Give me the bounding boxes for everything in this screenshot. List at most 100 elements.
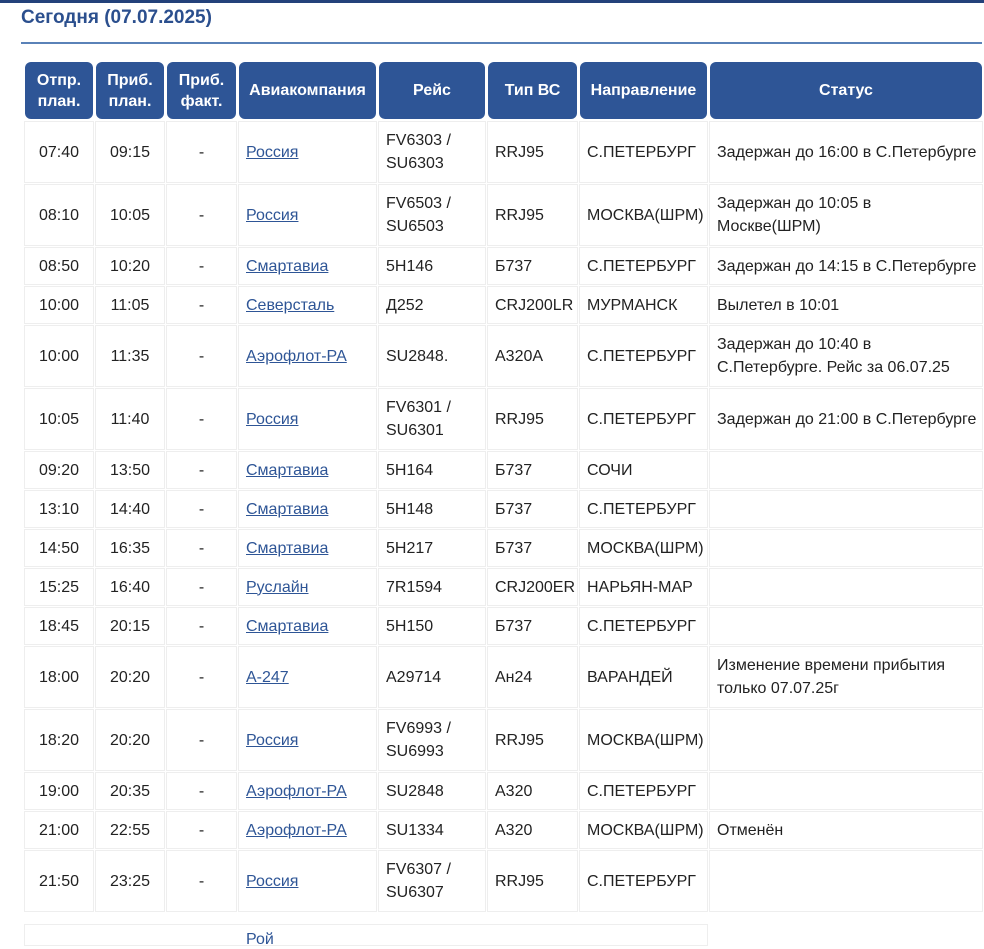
arrivals-table: Отпр. план. Приб. план. Приб. факт. Авиа… [22, 59, 984, 914]
cell-destination: С.ПЕТЕРБУРГ [580, 773, 707, 809]
cell-arr-planned: 10:20 [96, 248, 164, 284]
cell-aircraft-type: Ан24 [488, 647, 577, 707]
airline-link[interactable]: Россия [246, 872, 299, 890]
cell-arr-actual: - [167, 389, 236, 449]
table-row: 08:50 10:20- Смартавиа 5Н146 Б737 С.ПЕТЕРБУРГ… [25, 248, 982, 284]
cell-status [710, 608, 982, 644]
cell-aircraft-type: А320 [488, 773, 577, 809]
cell-arr-planned: 20:15 [96, 608, 164, 644]
cell-dep-planned: 08:50 [25, 248, 93, 284]
cell-destination: МОСКВА(ШРМ) [580, 812, 707, 848]
cell-arr-actual: - [167, 608, 236, 644]
cell-arr-planned: 11:05 [96, 287, 164, 323]
table-row: 10:00 11:35- Аэрофлот-РА SU2848. А320А С.ПЕТЕ… [25, 326, 982, 386]
cell-arr-planned: 20:35 [96, 773, 164, 809]
airline-link[interactable]: Аэрофлот-РА [246, 347, 347, 365]
table-row-partial: Рой [25, 925, 707, 948]
table-row: 08:10 10:05- Россия FV6503 / SU6503 RRJ95 МОС… [25, 185, 982, 245]
cell-aircraft-type: А320А [488, 326, 577, 386]
cell-destination: С.ПЕТЕРБУРГ [580, 851, 707, 911]
cell-arr-actual: - [167, 287, 236, 323]
cell-destination: НАРЬЯН-МАР [580, 569, 707, 605]
airline-link[interactable]: Россия [246, 143, 299, 161]
airline-link[interactable]: Аэрофлот-РА [246, 821, 347, 839]
airline-link[interactable]: Россия [246, 410, 299, 428]
cell-dep-planned: 10:05 [25, 389, 93, 449]
cell-aircraft-type: RRJ95 [488, 710, 577, 770]
airline-link[interactable]: Северсталь [246, 296, 335, 314]
cell-flight: SU1334 [379, 812, 485, 848]
cell-aircraft-type: CRJ200ER [488, 569, 577, 605]
airline-link[interactable]: А-247 [246, 668, 289, 686]
cell-airline: Аэрофлот-РА [239, 326, 376, 386]
cell-arr-planned: 14:40 [96, 491, 164, 527]
cell-dep-planned: 14:50 [25, 530, 93, 566]
cell-flight: SU2848. [379, 326, 485, 386]
cell-arr-actual: - [167, 647, 236, 707]
cell-arr-actual: - [167, 851, 236, 911]
cell-destination: МОСКВА(ШРМ) [580, 185, 707, 245]
cell-arr-actual: - [167, 491, 236, 527]
airline-link[interactable]: Смартавиа [246, 539, 329, 557]
cell-destination: С.ПЕТЕРБУРГ [580, 491, 707, 527]
cell-arr-actual: - [167, 248, 236, 284]
cell-status: Вылетел в 10:01 [710, 287, 982, 323]
cell-status: Задержан до 10:40 в С.Петербурге. Рейс з… [710, 326, 982, 386]
cell-status [710, 851, 982, 911]
cell-airline: Руслайн [239, 569, 376, 605]
cell-flight: 5Н150 [379, 608, 485, 644]
cell-aircraft-type: RRJ95 [488, 851, 577, 911]
cell-dep-planned: 13:10 [25, 491, 93, 527]
cell-flight: 5Н217 [379, 530, 485, 566]
col-header-aircraft-type: Тип ВС [488, 62, 577, 119]
airline-link[interactable]: Смартавиа [246, 257, 329, 275]
cell-arr-planned: 22:55 [96, 812, 164, 848]
table-row: 15:25 16:40- Руслайн 7R1594 CRJ200ER НАРЬЯН-М… [25, 569, 982, 605]
airline-link[interactable]: Аэрофлот-РА [246, 782, 347, 800]
cell-status: Задержан до 10:05 в Москве(ШРМ) [710, 185, 982, 245]
table-header-row: Отпр. план. Приб. план. Приб. факт. Авиа… [25, 62, 982, 119]
cell-arr-actual: - [167, 773, 236, 809]
cell-status: Задержан до 16:00 в С.Петербурге [710, 122, 982, 182]
cell-airline: Северсталь [239, 287, 376, 323]
airline-link[interactable]: Руслайн [246, 578, 309, 596]
cell-dep-planned: 18:20 [25, 710, 93, 770]
cell-airline: Россия [239, 122, 376, 182]
table-row: 10:00 11:05- Северсталь Д252 CRJ200LR МУРМАНС… [25, 287, 982, 323]
cell-airline: Смартавиа [239, 608, 376, 644]
cell-status: Изменение времени прибытия только 07.07.… [710, 647, 982, 707]
cell-arr-planned: 16:35 [96, 530, 164, 566]
cell-arr-actual: - [167, 569, 236, 605]
cell-arr-planned: 23:25 [96, 851, 164, 911]
cell-arr-actual: - [167, 122, 236, 182]
cell-dep-planned: 08:10 [25, 185, 93, 245]
table-row: 07:40 09:15- Россия FV6303 / SU6303 RRJ95 С.П… [25, 122, 982, 182]
airline-link[interactable]: Смартавиа [246, 461, 329, 479]
cell-status: Задержан до 14:15 в С.Петербурге [710, 248, 982, 284]
cell-destination: С.ПЕТЕРБУРГ [580, 248, 707, 284]
cell-airline: Смартавиа [239, 530, 376, 566]
cell-destination: МОСКВА(ШРМ) [580, 530, 707, 566]
table-row: 10:05 11:40- Россия FV6301 / SU6301 RRJ95 С.П… [25, 389, 982, 449]
cell-arr-planned: 20:20 [96, 710, 164, 770]
cell-flight: 5Н148 [379, 491, 485, 527]
cell-dep-planned: 10:00 [25, 326, 93, 386]
airline-link-partial[interactable]: Рой [246, 931, 274, 948]
cell-destination: МОСКВА(ШРМ) [580, 710, 707, 770]
cell-dep-planned: 18:45 [25, 608, 93, 644]
airline-link[interactable]: Смартавиа [246, 500, 329, 518]
cell-aircraft-type: RRJ95 [488, 185, 577, 245]
cell-airline: Россия [239, 185, 376, 245]
cell-aircraft-type: Б737 [488, 452, 577, 488]
cell-dep-planned: 15:25 [25, 569, 93, 605]
cell-destination: СОЧИ [580, 452, 707, 488]
cell-dep-planned: 21:00 [25, 812, 93, 848]
cell-dep-planned: 09:20 [25, 452, 93, 488]
cell-airline: Смартавиа [239, 491, 376, 527]
top-rule [0, 0, 984, 3]
airline-link[interactable]: Россия [246, 731, 299, 749]
airline-link[interactable]: Россия [246, 206, 299, 224]
airline-link[interactable]: Смартавиа [246, 617, 329, 635]
col-header-arr-planned: Приб. план. [96, 62, 164, 119]
col-header-status: Статус [710, 62, 982, 119]
